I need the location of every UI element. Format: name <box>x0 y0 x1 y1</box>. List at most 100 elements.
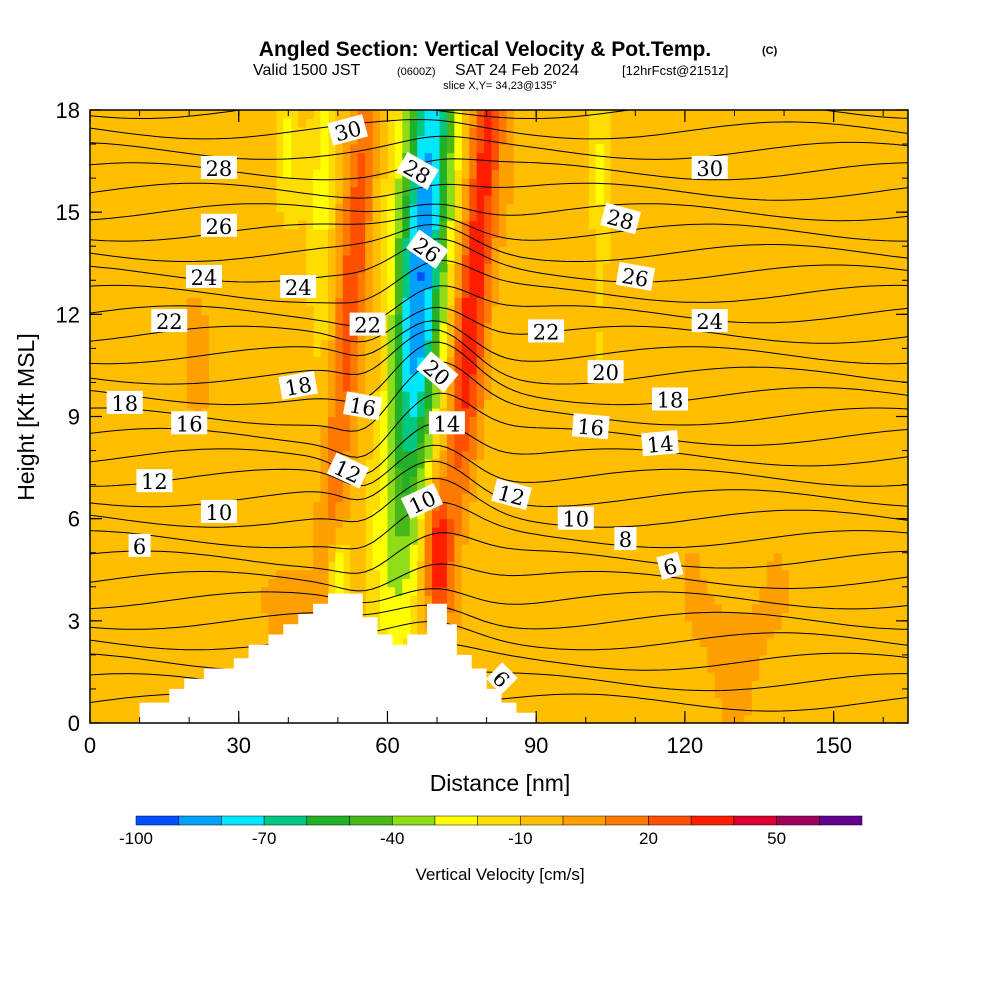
velocity-cell <box>595 680 604 690</box>
velocity-cell <box>610 186 619 196</box>
velocity-cell <box>134 186 143 196</box>
velocity-cell <box>223 339 232 349</box>
velocity-cell <box>253 578 262 588</box>
velocity-cell <box>290 442 299 452</box>
velocity-cell <box>365 186 374 196</box>
velocity-cell <box>119 450 128 460</box>
velocity-cell <box>208 118 218 128</box>
velocity-cell <box>335 552 344 562</box>
velocity-cell <box>432 467 441 477</box>
velocity-cell <box>543 450 552 460</box>
velocity-cell <box>194 314 203 324</box>
velocity-cell <box>588 297 597 307</box>
velocity-cell <box>551 510 560 520</box>
velocity-cell <box>558 637 567 647</box>
velocity-cell <box>179 527 188 537</box>
velocity-cell <box>424 407 433 418</box>
velocity-cell <box>499 629 508 639</box>
velocity-cell <box>543 348 552 358</box>
velocity-cell <box>417 569 426 579</box>
velocity-cell <box>342 348 351 358</box>
velocity-cell <box>499 288 508 298</box>
velocity-cell <box>484 501 493 511</box>
velocity-cell <box>499 688 508 699</box>
velocity-cell <box>268 535 277 545</box>
velocity-cell <box>156 390 165 401</box>
velocity-cell <box>156 356 165 367</box>
velocity-cell <box>246 144 255 154</box>
velocity-cell <box>536 518 545 528</box>
velocity-cell <box>164 586 173 596</box>
velocity-cell <box>134 620 143 630</box>
velocity-cell <box>565 688 574 699</box>
velocity-cell <box>305 365 314 375</box>
velocity-cell <box>402 220 411 230</box>
velocity-cell <box>536 246 545 256</box>
velocity-cell <box>246 476 255 486</box>
velocity-cell <box>439 569 448 579</box>
velocity-cell <box>208 246 218 256</box>
velocity-cell <box>380 467 389 477</box>
velocity-cell <box>171 382 180 392</box>
velocity-cell <box>357 331 366 341</box>
velocity-cell <box>551 203 560 213</box>
velocity-cell <box>104 629 113 639</box>
velocity-cell <box>565 714 574 723</box>
velocity-cell <box>231 620 240 630</box>
velocity-cell <box>142 603 151 613</box>
velocity-cell <box>97 169 106 179</box>
velocity-cell <box>380 144 389 154</box>
velocity-cell <box>223 629 232 639</box>
velocity-cell <box>313 433 322 443</box>
velocity-cell <box>417 263 426 273</box>
velocity-cell <box>238 450 247 460</box>
velocity-cell <box>90 356 99 367</box>
velocity-cell <box>536 203 545 213</box>
velocity-cell <box>528 425 537 435</box>
velocity-cell <box>469 271 478 281</box>
velocity-cell <box>223 535 232 545</box>
velocity-cell <box>335 561 344 571</box>
velocity-cell <box>201 195 210 205</box>
velocity-cell <box>305 603 314 613</box>
velocity-cell <box>357 501 366 511</box>
velocity-cell <box>365 450 374 460</box>
velocity-cell <box>610 339 619 349</box>
velocity-cell <box>484 535 493 545</box>
velocity-cell <box>223 203 232 213</box>
velocity-cell <box>253 637 262 647</box>
velocity-cell <box>112 459 121 469</box>
velocity-cell <box>186 671 195 682</box>
velocity-cell <box>409 314 418 324</box>
velocity-cell <box>231 586 240 596</box>
velocity-cell <box>528 527 537 537</box>
velocity-cell <box>223 620 232 630</box>
velocity-cell <box>298 365 307 375</box>
velocity-cell <box>484 561 493 571</box>
velocity-cell <box>610 688 619 699</box>
velocity-cell <box>484 612 493 622</box>
velocity-cell <box>186 314 195 324</box>
velocity-cell <box>491 603 500 613</box>
velocity-cell <box>588 501 597 511</box>
velocity-cell <box>164 348 173 358</box>
velocity-cell <box>632 339 641 349</box>
velocity-cell <box>246 612 255 622</box>
velocity-cell <box>588 671 597 682</box>
velocity-cell <box>119 569 128 579</box>
velocity-cell <box>625 450 634 460</box>
velocity-cell <box>305 535 314 545</box>
velocity-cell <box>595 552 604 562</box>
velocity-cell <box>283 135 292 145</box>
velocity-cell <box>551 356 560 367</box>
velocity-cell <box>417 373 426 384</box>
velocity-cell <box>216 339 225 349</box>
velocity-cell <box>320 535 329 545</box>
velocity-cell <box>179 144 188 154</box>
velocity-cell <box>268 425 277 435</box>
velocity-cell <box>223 382 232 392</box>
velocity-cell <box>238 433 247 443</box>
velocity-cell <box>119 629 128 639</box>
velocity-cell <box>90 407 99 418</box>
velocity-cell <box>119 518 128 528</box>
